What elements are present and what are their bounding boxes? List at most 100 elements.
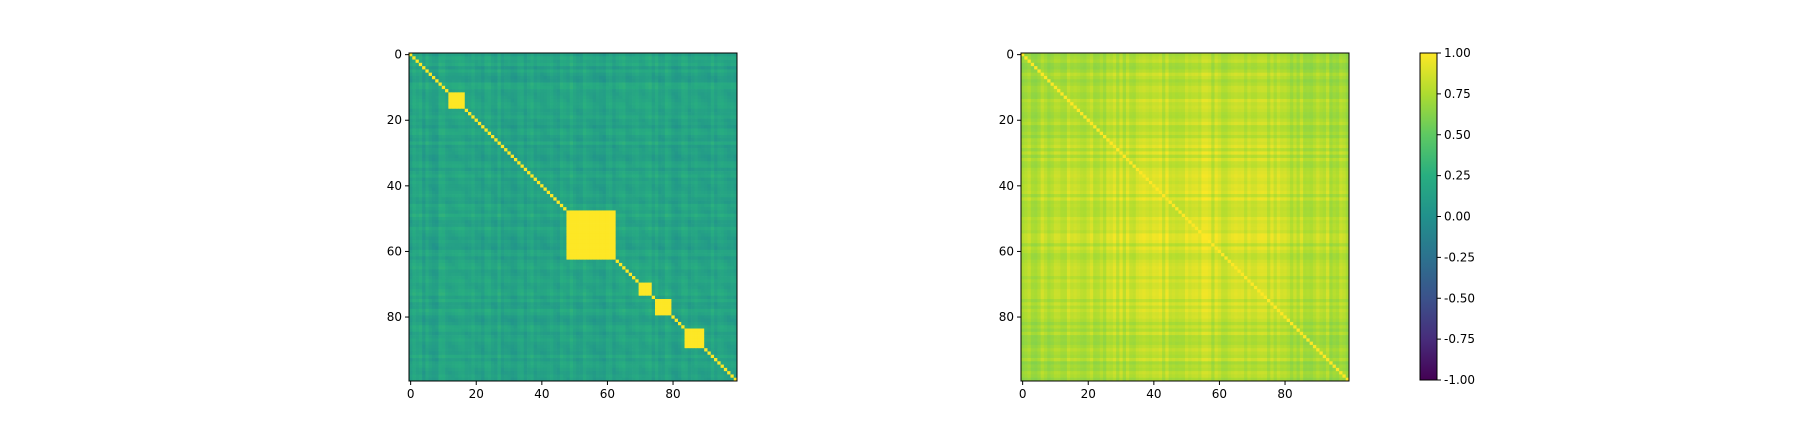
heatmap-left-cell: [622, 180, 626, 185]
heatmap-left-cell: [622, 177, 626, 182]
heatmap-left-cell: [481, 138, 485, 142]
heatmap-left-cell: [694, 118, 698, 123]
heatmap-left-cell: [487, 138, 492, 142]
heatmap-left-cell: [451, 62, 456, 67]
heatmap-left-cell: [727, 95, 731, 100]
heatmap-left-cell: [668, 66, 672, 70]
heatmap-left-cell: [628, 59, 633, 64]
heatmap-left-cell: [668, 131, 672, 136]
heatmap-left-cell: [700, 128, 705, 133]
heatmap-left-cell: [651, 89, 656, 93]
heatmap-left-cell: [677, 197, 682, 201]
heatmap-left-cell: [540, 98, 544, 103]
heatmap-left-cell: [730, 200, 735, 205]
heatmap-left-cell: [477, 213, 482, 218]
heatmap-left-cell: [454, 112, 459, 116]
heatmap-left-cell: [602, 92, 607, 96]
heatmap-left-cell: [553, 184, 557, 188]
heatmap-left-cell: [550, 135, 554, 139]
heatmap-left-cell: [691, 157, 695, 162]
heatmap-left-cell: [556, 161, 561, 165]
heatmap-left-cell: [641, 190, 646, 195]
heatmap-left-cell: [674, 121, 679, 126]
heatmap-left-cell: [691, 75, 695, 80]
heatmap-left-cell: [494, 128, 498, 133]
heatmap-left-cell: [425, 56, 430, 60]
heatmap-left-cell: [589, 187, 594, 192]
heatmap-left-cell: [556, 180, 561, 185]
heatmap-left-cell: [704, 112, 708, 116]
heatmap-left-cell: [661, 164, 666, 169]
heatmap-left-cell: [576, 157, 580, 162]
heatmap-left-cell: [582, 200, 587, 205]
heatmap-left-cell: [710, 194, 715, 198]
heatmap-left-cell: [484, 102, 489, 106]
heatmap-left-cell: [707, 210, 712, 215]
heatmap-left-cell: [520, 177, 525, 182]
heatmap-left-cell: [569, 210, 574, 215]
heatmap-left-cell: [497, 59, 502, 64]
heatmap-left-cell: [438, 213, 443, 218]
heatmap-left-cell: [409, 75, 413, 80]
heatmap-left-cell: [707, 138, 712, 142]
heatmap-left-cell: [635, 128, 639, 133]
heatmap-left-cell: [697, 187, 702, 192]
heatmap-left-cell: [517, 161, 521, 165]
heatmap-left-cell: [435, 151, 439, 156]
heatmap-left-cell: [412, 167, 416, 172]
heatmap-left-cell: [684, 118, 689, 123]
heatmap-left-cell: [540, 108, 544, 113]
heatmap-left-cell: [533, 105, 538, 110]
heatmap-left-cell: [717, 85, 721, 90]
heatmap-left-cell: [513, 62, 518, 67]
heatmap-left-cell: [720, 56, 725, 60]
heatmap-left-cell: [618, 79, 623, 83]
heatmap-left-cell: [677, 108, 682, 113]
heatmap-left-cell: [422, 213, 426, 218]
heatmap-left-cell: [536, 66, 541, 70]
heatmap-left-cell: [536, 148, 541, 152]
heatmap-left-cell: [599, 154, 603, 159]
heatmap-left-cell: [582, 89, 587, 93]
heatmap-left-cell: [684, 187, 689, 192]
heatmap-left-cell: [451, 108, 456, 113]
heatmap-left-cell: [694, 75, 698, 80]
heatmap-left-cell: [484, 69, 489, 74]
heatmap-left-cell: [730, 118, 735, 123]
heatmap-left-cell: [595, 56, 600, 60]
heatmap-left-cell: [595, 213, 600, 218]
heatmap-left-cell: [497, 75, 502, 80]
heatmap-left-cell: [527, 213, 531, 218]
heatmap-left-cell: [527, 187, 531, 192]
heatmap-left-cell: [474, 98, 479, 103]
heatmap-left-cell: [615, 174, 620, 178]
heatmap-left-cell: [471, 98, 475, 103]
heatmap-left-cell: [655, 59, 659, 64]
heatmap-left-cell: [691, 207, 695, 211]
heatmap-left-cell: [507, 112, 512, 116]
heatmap-left-cell: [409, 180, 413, 185]
heatmap-left-cell: [612, 167, 616, 172]
heatmap-left-cell: [451, 125, 456, 129]
heatmap-left-cell: [481, 190, 485, 195]
heatmap-left-cell: [661, 157, 666, 162]
heatmap-left-cell: [474, 121, 479, 126]
heatmap-left-cell: [632, 72, 636, 77]
heatmap-left-cell: [484, 79, 489, 83]
heatmap-left-cell: [573, 75, 577, 80]
heatmap-left-cell: [494, 138, 498, 142]
heatmap-left-cell: [435, 135, 439, 139]
heatmap-left-cell: [468, 157, 472, 162]
heatmap-left-cell: [605, 207, 610, 211]
heatmap-left-cell: [559, 171, 564, 175]
heatmap-left-cell: [687, 121, 692, 126]
heatmap-left-cell: [723, 210, 728, 215]
heatmap-left-cell: [471, 210, 475, 215]
heatmap-left-cell: [717, 148, 721, 152]
heatmap-left-cell: [458, 75, 462, 80]
heatmap-left-cell: [576, 171, 580, 175]
heatmap-left-cell: [645, 82, 649, 87]
heatmap-left-cell: [409, 79, 413, 83]
heatmap-left-cell: [546, 164, 551, 169]
heatmap-left-cell: [733, 148, 738, 152]
